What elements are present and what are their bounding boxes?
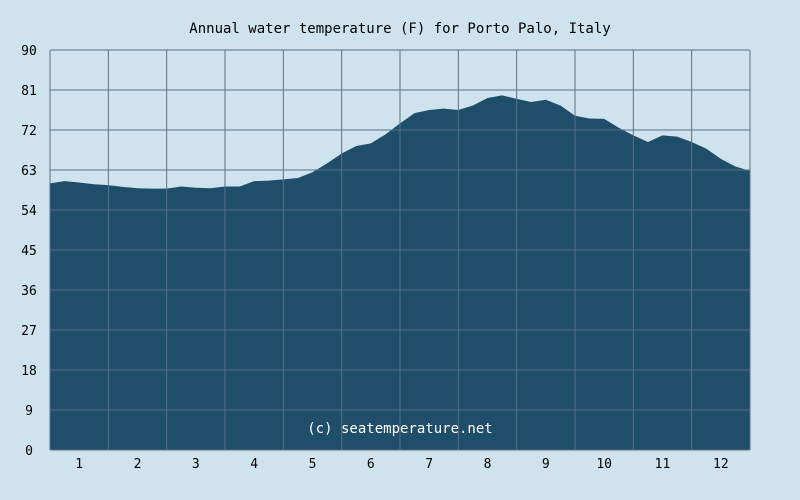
x-tick-label: 4: [250, 457, 258, 472]
y-tick-label: 63: [21, 164, 37, 179]
x-tick-label: 12: [713, 457, 729, 472]
x-axis-ticks: 1 2 3 4 5 6 7 8 9 10 11 12: [75, 457, 728, 472]
y-tick-label: 90: [21, 44, 37, 59]
chart-title: Annual water temperature (F) for Porto P…: [189, 21, 610, 37]
grid-layer: [49, 49, 751, 451]
credit-text: (c) seatemperature.net: [307, 421, 492, 437]
x-tick-label: 8: [484, 457, 492, 472]
y-tick-label: 9: [25, 404, 33, 419]
x-tick-label: 2: [134, 457, 142, 472]
y-tick-label: 27: [21, 324, 37, 339]
x-tick-label: 9: [542, 457, 550, 472]
y-tick-label: 72: [21, 124, 37, 139]
y-tick-label: 0: [25, 444, 33, 459]
y-tick-label: 81: [21, 84, 37, 99]
x-tick-label: 10: [596, 457, 612, 472]
y-axis-ticks: 0 9 18 27 36 45 54 63 72 81 90: [21, 44, 37, 459]
x-tick-label: 11: [655, 457, 671, 472]
y-tick-label: 36: [21, 284, 37, 299]
y-tick-label: 45: [21, 244, 37, 259]
x-tick-label: 1: [75, 457, 83, 472]
y-tick-label: 54: [21, 204, 37, 219]
y-tick-label: 18: [21, 364, 37, 379]
x-tick-label: 6: [367, 457, 375, 472]
x-tick-label: 7: [425, 457, 433, 472]
x-tick-label: 3: [192, 457, 200, 472]
x-tick-label: 5: [309, 457, 317, 472]
